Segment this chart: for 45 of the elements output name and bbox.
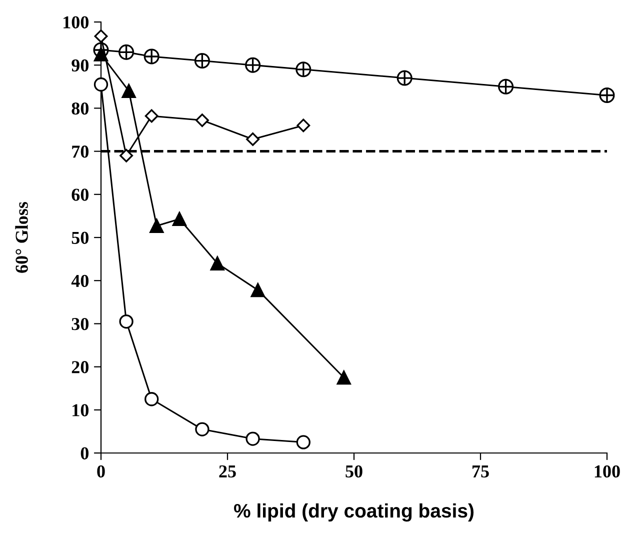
point (120, 148, 134, 162)
point (396, 70, 412, 86)
point (498, 78, 514, 94)
x-tick-label: 75 (472, 466, 489, 478)
point (246, 432, 260, 446)
x-tick-label: 25 (219, 465, 236, 478)
x-tick-label: 50 (346, 465, 362, 478)
point (144, 392, 159, 406)
point (144, 109, 158, 123)
y-tick-label: 70 (72, 146, 89, 158)
point (296, 62, 312, 78)
point (94, 77, 108, 92)
x-tick-label: 100 (594, 465, 620, 478)
point (195, 422, 210, 436)
point (195, 114, 209, 127)
point (122, 84, 136, 98)
y-tick-label: 20 (72, 361, 89, 374)
point (599, 87, 615, 104)
point (94, 47, 108, 62)
x-tick-label: 0 (97, 465, 105, 478)
point (150, 218, 164, 233)
point (94, 29, 108, 43)
y-tick-label: 50 (72, 232, 89, 244)
y-tick-label: 100 (64, 16, 89, 28)
point (245, 57, 261, 73)
point (144, 48, 160, 64)
point (296, 118, 310, 132)
y-tick-label: 10 (72, 404, 89, 416)
y-tick-label: 90 (72, 59, 89, 72)
point (296, 435, 310, 450)
y-tick-label: 60 (72, 188, 89, 201)
point (210, 256, 224, 270)
y-tick-label: 30 (72, 318, 89, 330)
x-axis-title: % lipid (dry coating basis) (234, 503, 474, 522)
point (118, 44, 134, 60)
point (172, 212, 187, 226)
point (119, 314, 134, 329)
y-axis-title: 60° Gloss (15, 202, 28, 273)
point (246, 132, 260, 146)
point (336, 370, 351, 385)
y-tick-label: 0 (80, 447, 89, 460)
point (250, 282, 265, 298)
y-tick-label: 80 (72, 102, 89, 115)
y-tick-label: 40 (71, 274, 89, 288)
point (194, 53, 210, 69)
